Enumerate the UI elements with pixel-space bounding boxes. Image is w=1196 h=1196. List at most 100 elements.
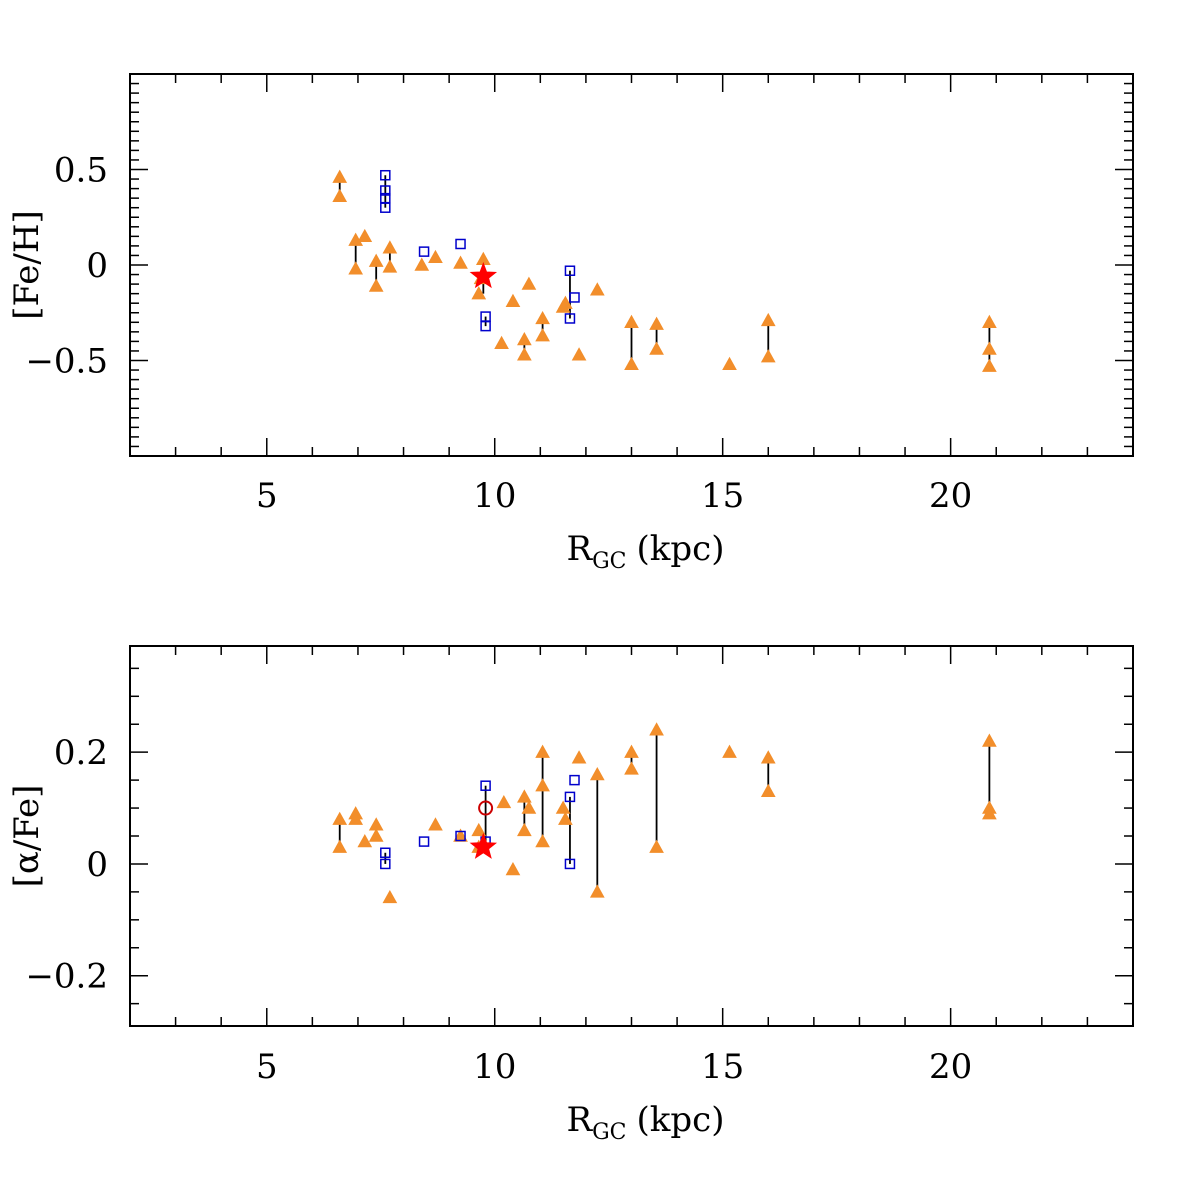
panel-alpha-fe: 5 10 15 20 0.2 0 −0.2 RGC (kpc) [α/Fe]	[7, 645, 1134, 1145]
square-point	[418, 246, 430, 257]
triangle-point	[722, 744, 737, 758]
triangle-point	[496, 794, 512, 809]
x-axis-title-unit: (kpc)	[637, 1100, 725, 1140]
y-tick-label: 0	[86, 845, 108, 885]
square-point	[480, 780, 491, 791]
x-axis-title: RGC (kpc)	[567, 1100, 725, 1145]
triangle-point	[521, 800, 537, 814]
triangle-point	[558, 295, 573, 309]
triangle-point	[760, 750, 776, 764]
triangle-point	[348, 811, 364, 825]
triangle-point	[517, 347, 532, 361]
square-point	[569, 292, 580, 303]
triangle-point	[982, 806, 997, 820]
triangle-point	[471, 286, 487, 300]
triangle-point	[982, 733, 997, 747]
triangle-point	[517, 822, 532, 837]
star-point	[469, 262, 498, 289]
square-point	[380, 169, 391, 181]
triangle-point	[722, 356, 737, 371]
x-axis-title: RGC (kpc)	[567, 529, 725, 574]
triangle-point	[368, 253, 384, 267]
triangle-point	[535, 744, 550, 758]
triangle-point	[624, 314, 639, 328]
triangle-point	[535, 310, 550, 325]
y-tick-label: 0	[86, 246, 108, 286]
x-tick-label: 10	[473, 1047, 516, 1087]
x-axis-title-sub: GC	[592, 549, 626, 574]
triangle-point	[555, 800, 571, 814]
panel-fe-h: 5 10 15 20 0.5 0 −0.5 RGC (kpc) [Fe/H]	[7, 73, 1134, 574]
triangle-point	[348, 261, 364, 275]
triangle-point	[382, 889, 398, 904]
x-tick-label: 5	[256, 476, 278, 516]
square-point	[380, 858, 391, 870]
triangle-point	[368, 278, 384, 292]
x-tick-label: 20	[929, 1047, 972, 1087]
triangle-point	[521, 276, 537, 290]
square-point	[455, 238, 466, 250]
triangle-point	[649, 316, 664, 330]
y-tick-label: 0.2	[54, 733, 108, 773]
star-point	[469, 832, 498, 859]
x-axis-title-main: R	[567, 529, 594, 569]
triangle-point	[571, 347, 587, 361]
square-point	[480, 320, 491, 332]
triangle-point	[649, 722, 664, 736]
x-tick-label: 20	[929, 476, 972, 516]
triangle-point	[589, 766, 605, 781]
square-point	[380, 185, 391, 196]
triangle-point	[649, 839, 664, 853]
triangle-point	[357, 228, 373, 243]
triangle-point	[368, 828, 384, 842]
square-point	[418, 836, 430, 847]
plot-frame	[129, 73, 1134, 457]
triangle-point	[471, 822, 487, 837]
circle-point	[478, 800, 494, 816]
triangle-point	[382, 259, 398, 273]
triangle-point	[760, 349, 776, 363]
triangle-point	[624, 744, 639, 758]
triangle-point	[517, 331, 532, 346]
triangle-point	[332, 169, 348, 183]
triangle-point	[624, 761, 639, 775]
y-tick-label: 0.5	[54, 151, 108, 191]
x-axis-title-sub: GC	[592, 1120, 626, 1145]
x-tick-label: 15	[701, 1047, 744, 1087]
triangle-point	[589, 884, 605, 898]
square-point	[564, 858, 576, 870]
triangle-point	[624, 356, 639, 371]
triangle-point	[760, 312, 776, 327]
triangle-point	[558, 811, 573, 825]
triangle-point	[589, 282, 605, 296]
square-point	[564, 791, 576, 803]
plot-frame	[129, 645, 1134, 1027]
square-point	[380, 202, 391, 213]
y-tick-label: −0.2	[25, 957, 108, 997]
triangle-point	[368, 817, 384, 831]
triangle-point	[535, 778, 550, 792]
triangle-point	[428, 249, 443, 264]
square-point	[564, 265, 576, 276]
triangle-point	[428, 817, 443, 831]
square-point	[564, 313, 576, 324]
triangle-point	[453, 255, 468, 269]
triangle-point	[982, 341, 997, 355]
x-axis-title-main: R	[567, 1100, 594, 1140]
triangle-point	[535, 328, 550, 342]
x-tick-label: 10	[473, 476, 516, 516]
x-tick-label: 15	[701, 476, 744, 516]
y-axis-title: [Fe/H]	[7, 210, 47, 320]
triangle-point	[760, 783, 776, 797]
y-axis-title: [α/Fe]	[7, 785, 47, 888]
square-point	[569, 774, 580, 786]
triangle-point	[505, 293, 521, 307]
triangle-point	[494, 335, 509, 350]
square-point	[455, 830, 466, 842]
triangle-point	[382, 240, 398, 254]
x-axis-title-unit: (kpc)	[637, 529, 725, 569]
triangle-point	[505, 861, 521, 876]
triangle-point	[982, 314, 997, 328]
square-point	[380, 847, 391, 859]
